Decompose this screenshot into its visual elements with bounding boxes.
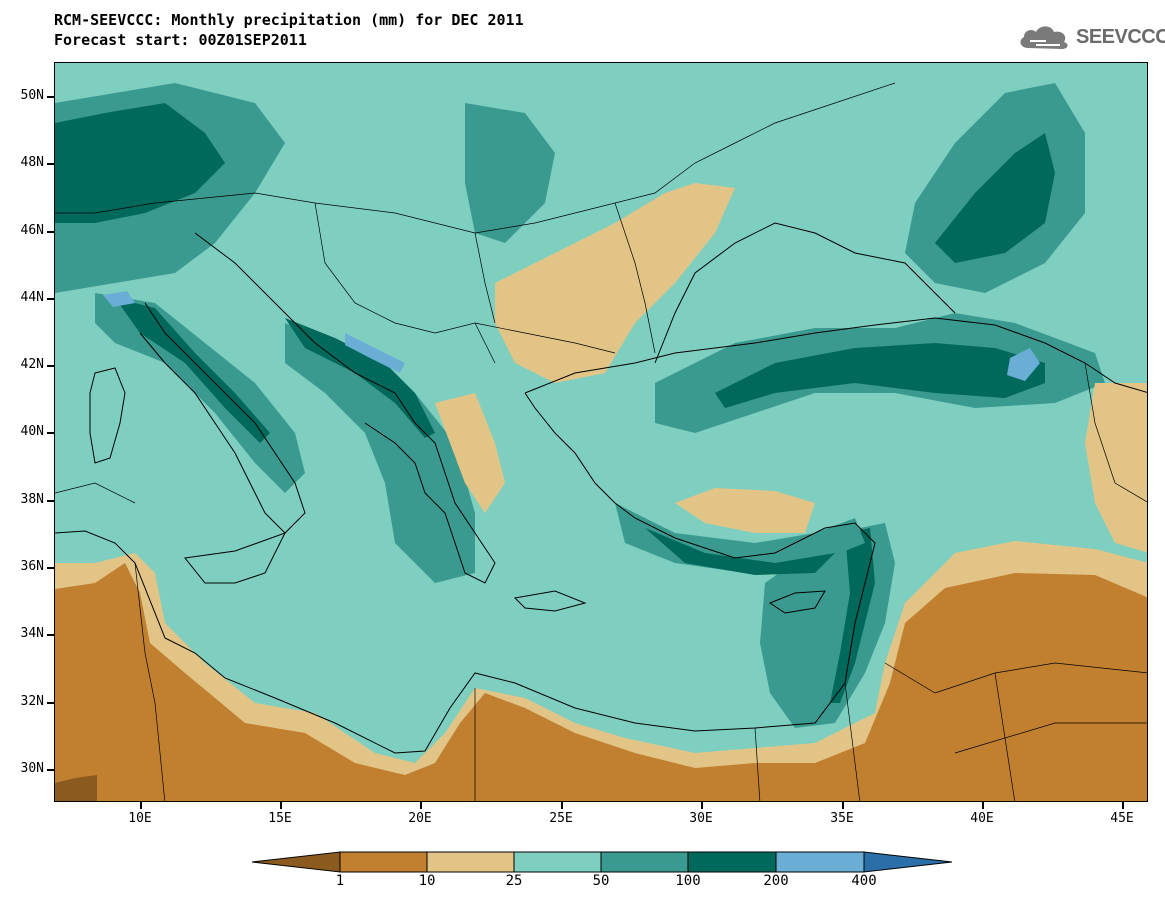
lat-label-34n: 34N <box>20 626 44 641</box>
colorbar-arrow-right <box>863 851 953 873</box>
lon-label-15e: 15E <box>268 811 292 826</box>
lon-label-40e: 40E <box>970 811 994 826</box>
liguria-blue-patch <box>103 291 135 307</box>
caucasus-blue-patch <box>1007 348 1040 381</box>
lat-label-44n: 44N <box>20 290 44 305</box>
lon-label-45e: 45E <box>1110 811 1134 826</box>
adriatic-blue-patch <box>345 333 405 373</box>
colorbar-label-400: 400 <box>851 873 877 889</box>
lat-label-42n: 42N <box>20 357 44 372</box>
italy-teal-band <box>95 293 305 493</box>
adriatic-dark-band <box>285 318 435 438</box>
colorbar-segment-200-400 <box>775 851 865 873</box>
lat-label-36n: 36N <box>20 559 44 574</box>
colorbar-segment-10-25 <box>426 851 515 873</box>
lon-label-35e: 35E <box>830 811 854 826</box>
lat-tick <box>47 231 54 233</box>
country-borders <box>55 82 1147 801</box>
lon-tick <box>842 802 844 809</box>
seevccc-logo: SEEVCCC <box>1016 22 1165 52</box>
italy-dark-band <box>115 298 270 443</box>
africa-brown-region <box>55 563 1147 801</box>
lat-tick <box>47 769 54 771</box>
map-canvas <box>55 63 1147 801</box>
ionian-teal-region <box>285 323 475 583</box>
lat-label-50n: 50N <box>20 88 44 103</box>
lat-tick <box>47 567 54 569</box>
lat-tick <box>47 432 54 434</box>
lon-tick <box>140 802 142 809</box>
lat-label-30n: 30N <box>20 761 44 776</box>
lat-tick <box>47 634 54 636</box>
title-block: RCM-SEEVCCC: Monthly precipitation (mm) … <box>54 10 524 50</box>
anatolia-tan-region <box>675 488 815 533</box>
colorbar-arrow-left <box>252 851 341 873</box>
colorbar-segment-1-10 <box>339 851 428 873</box>
lon-label-30e: 30E <box>689 811 713 826</box>
colorbar-label-1: 1 <box>335 873 345 889</box>
lat-label-46n: 46N <box>20 223 44 238</box>
lon-label-20e: 20E <box>408 811 432 826</box>
colorbar-label-100: 100 <box>675 873 701 889</box>
lat-tick <box>47 702 54 704</box>
colorbar <box>252 851 953 873</box>
lat-tick <box>47 163 54 165</box>
colorbar-label-10: 10 <box>418 873 436 889</box>
lon-tick <box>982 802 984 809</box>
lon-tick <box>420 802 422 809</box>
greece-tan-region <box>435 393 505 513</box>
coastlines <box>55 222 1147 754</box>
dark-brown-spot <box>55 775 97 801</box>
lat-tick <box>47 298 54 300</box>
precipitation-map <box>54 62 1148 802</box>
map-subtitle: Forecast start: 00Z01SEP2011 <box>54 31 307 49</box>
colorbar-label-50: 50 <box>592 873 610 889</box>
lon-label-25e: 25E <box>549 811 573 826</box>
lat-tick <box>47 365 54 367</box>
caucasus-dark-region <box>935 133 1055 263</box>
cloud-icon <box>1020 26 1068 49</box>
colorbar-segment-100-200 <box>687 851 777 873</box>
blacksea-dark-band <box>715 343 1045 408</box>
lat-label-32n: 32N <box>20 694 44 709</box>
lon-tick <box>701 802 703 809</box>
colorbar-segment-50-100 <box>600 851 689 873</box>
lon-label-10e: 10E <box>128 811 152 826</box>
eastern-tan-region <box>1085 383 1147 553</box>
map-title: RCM-SEEVCCC: Monthly precipitation (mm) … <box>54 11 524 29</box>
colorbar-label-200: 200 <box>763 873 789 889</box>
carpathian-teal-region <box>465 103 555 243</box>
lon-tick <box>1122 802 1124 809</box>
levant-dark-band <box>830 528 875 703</box>
turkey-south-dark <box>645 528 835 575</box>
logo-text: SEEVCCC <box>1076 25 1165 48</box>
lat-tick <box>47 96 54 98</box>
lon-tick <box>280 802 282 809</box>
lon-tick <box>561 802 563 809</box>
lat-label-40n: 40N <box>20 424 44 439</box>
pannonian-tan-region <box>495 183 735 383</box>
lat-tick <box>47 500 54 502</box>
lat-label-48n: 48N <box>20 155 44 170</box>
colorbar-label-25: 25 <box>505 873 523 889</box>
alps-dark-region <box>55 103 225 223</box>
colorbar-segment-25-50 <box>513 851 602 873</box>
lat-label-38n: 38N <box>20 492 44 507</box>
